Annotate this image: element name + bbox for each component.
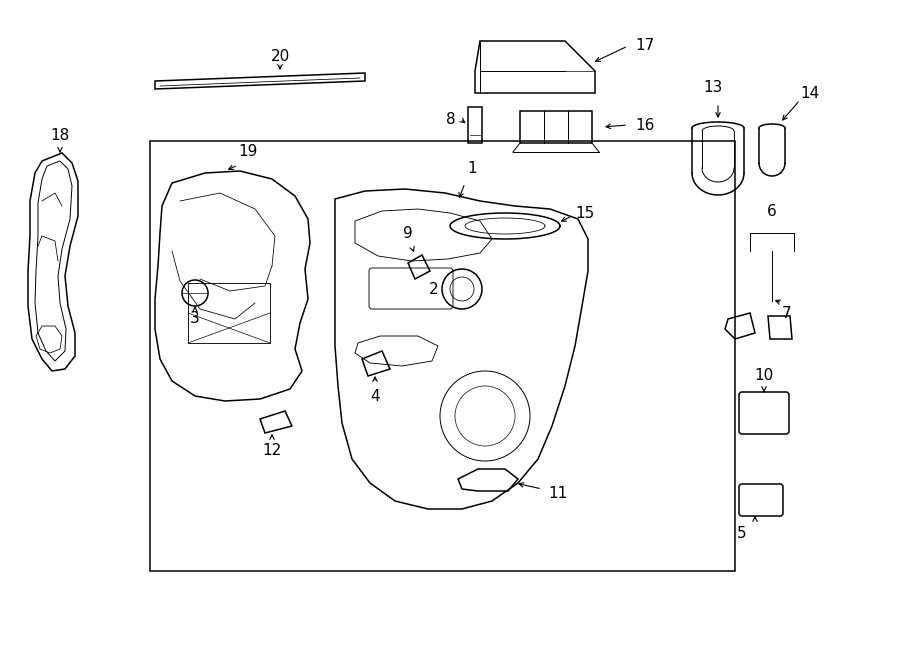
- Text: 1: 1: [467, 161, 477, 176]
- Text: 15: 15: [575, 206, 594, 221]
- Text: 4: 4: [370, 389, 380, 404]
- Text: 19: 19: [238, 144, 257, 159]
- Bar: [150, 141, 735, 571]
- Text: 5: 5: [737, 526, 747, 541]
- Text: 6: 6: [767, 204, 777, 219]
- Text: 9: 9: [403, 226, 413, 241]
- Text: 7: 7: [782, 306, 792, 321]
- Text: 13: 13: [703, 80, 723, 95]
- Text: 16: 16: [635, 118, 654, 132]
- Text: 17: 17: [635, 38, 654, 54]
- Text: 14: 14: [800, 85, 819, 100]
- Bar: [468, 107, 482, 143]
- Text: 18: 18: [50, 128, 69, 143]
- Text: 12: 12: [263, 443, 282, 458]
- Bar: [520, 111, 592, 143]
- Text: 8: 8: [446, 112, 456, 126]
- Bar: [188, 283, 270, 343]
- Text: 20: 20: [270, 48, 290, 63]
- Text: 11: 11: [548, 485, 567, 500]
- Text: 10: 10: [754, 368, 774, 383]
- Text: 2: 2: [428, 282, 438, 297]
- Text: 3: 3: [190, 311, 200, 326]
